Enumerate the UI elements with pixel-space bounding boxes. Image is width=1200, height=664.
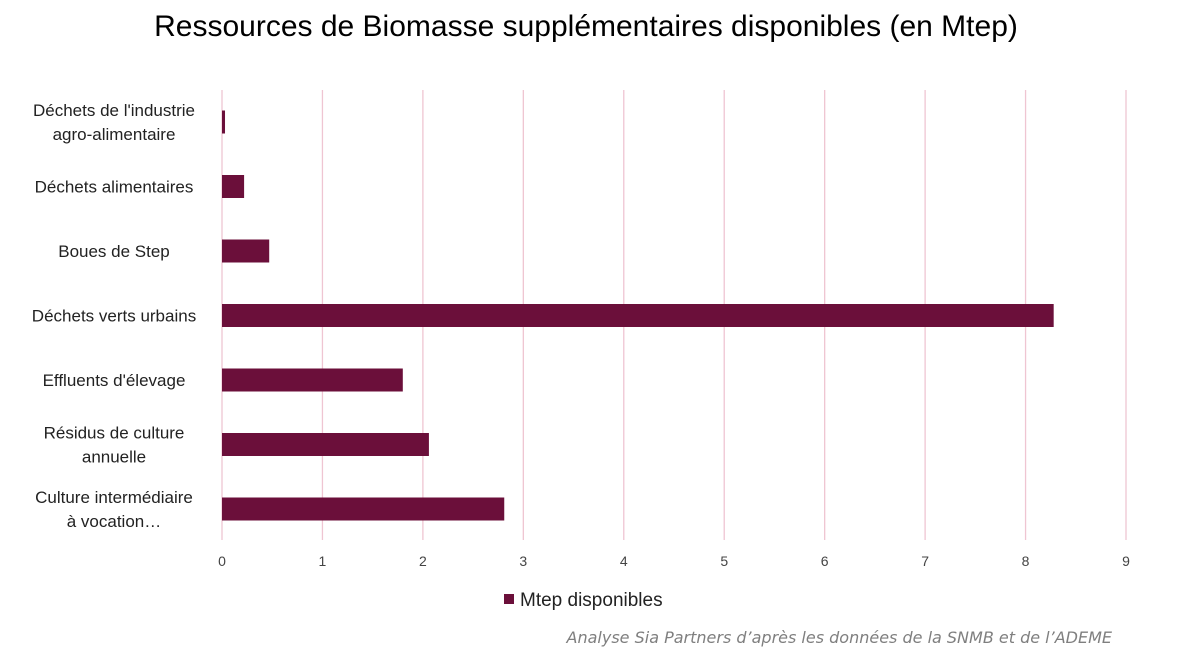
legend-swatch — [504, 594, 514, 604]
category-label: Effluents d'élevage — [43, 371, 186, 390]
x-tick-label: 2 — [419, 553, 427, 569]
bar — [222, 368, 403, 392]
x-tick-label: 0 — [218, 553, 226, 569]
category-label: annuelle — [82, 448, 146, 467]
bar — [222, 304, 1054, 327]
legend-label: Mtep disponibles — [520, 590, 663, 611]
category-label: Déchets verts urbains — [32, 307, 196, 326]
x-tick-label: 9 — [1122, 553, 1130, 569]
category-label: Culture intermédiaire — [35, 488, 193, 507]
bar — [222, 239, 270, 263]
category-label: Déchets de l'industrie — [33, 101, 195, 120]
category-label: agro-alimentaire — [53, 125, 176, 144]
bar — [222, 110, 226, 134]
bar — [222, 175, 245, 198]
source-note: Analyse Sia Partners d’après les données… — [566, 628, 1112, 647]
bar — [222, 497, 505, 521]
x-axis-tick-labels: 0 1 2 3 4 5 6 7 8 9 — [218, 553, 1130, 569]
chart-title: Ressources de Biomasse supplémentaires d… — [154, 10, 1018, 43]
x-tick-label: 7 — [921, 553, 929, 569]
x-tick-label: 6 — [821, 553, 829, 569]
x-tick-label: 8 — [1022, 553, 1030, 569]
x-tick-label: 4 — [620, 553, 628, 569]
bar — [222, 433, 429, 456]
legend: Mtep disponibles — [504, 590, 663, 611]
category-label: Résidus de culture — [44, 424, 185, 443]
bars — [222, 110, 1054, 521]
category-labels: Déchets de l'industrie agro-alimentaire Dé… — [32, 101, 196, 531]
x-tick-label: 3 — [519, 553, 527, 569]
x-tick-label: 5 — [720, 553, 728, 569]
category-label: Déchets alimentaires — [35, 178, 194, 197]
category-label: Boues de Step — [58, 242, 170, 261]
category-label: à vocation… — [67, 512, 162, 531]
x-tick-label: 1 — [319, 553, 327, 569]
